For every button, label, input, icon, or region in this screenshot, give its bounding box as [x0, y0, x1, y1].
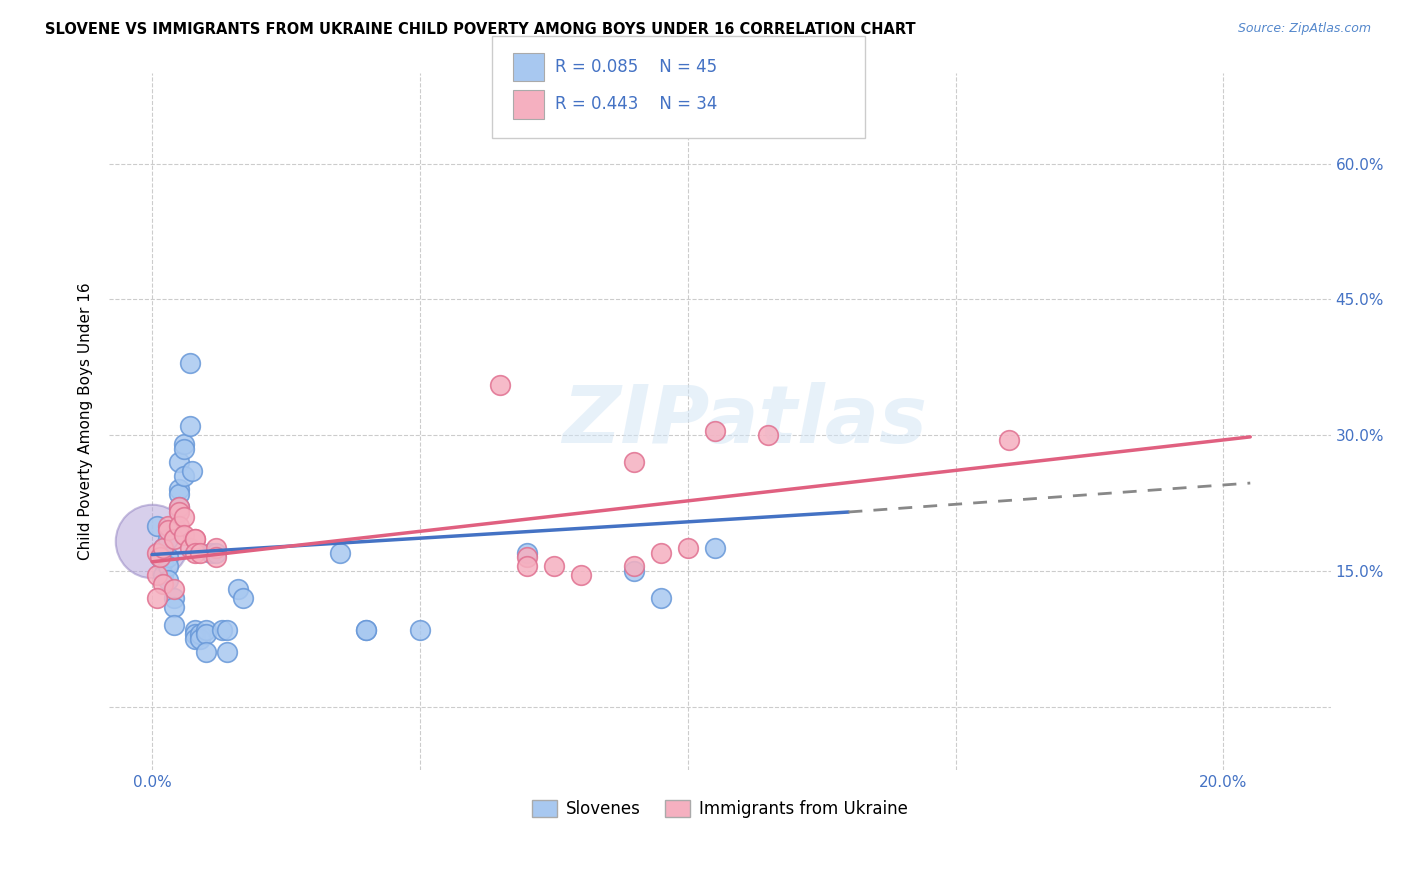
Point: [200, 546, 222, 560]
Point: [157, 573, 180, 587]
Point: [167, 500, 190, 515]
Point: [167, 483, 190, 497]
Point: [167, 500, 190, 515]
Point: [409, 623, 432, 637]
Point: [162, 618, 184, 632]
Point: [232, 591, 254, 605]
Point: [146, 591, 169, 605]
Point: [184, 627, 207, 641]
Point: [167, 487, 190, 501]
Point: [756, 428, 779, 442]
Point: [650, 591, 672, 605]
Point: [623, 559, 645, 574]
Point: [194, 623, 217, 637]
Point: [162, 600, 184, 615]
Point: [173, 527, 195, 541]
Point: [703, 424, 725, 438]
Point: [543, 559, 565, 574]
Point: [181, 464, 204, 478]
Point: [152, 577, 174, 591]
Point: [217, 645, 239, 659]
Point: [162, 532, 184, 546]
Point: [205, 546, 228, 560]
Point: [623, 564, 645, 578]
Point: [188, 627, 211, 641]
Point: [173, 468, 195, 483]
Point: [146, 518, 169, 533]
Point: [489, 378, 512, 392]
Point: [516, 550, 538, 565]
Point: [149, 550, 172, 565]
Point: [703, 541, 725, 556]
Point: [152, 555, 174, 569]
Legend: Slovenes, Immigrants from Ukraine: Slovenes, Immigrants from Ukraine: [526, 793, 914, 824]
Point: [173, 437, 195, 451]
Point: [152, 541, 174, 556]
Point: [194, 627, 217, 641]
Point: [157, 532, 180, 546]
Point: [516, 559, 538, 574]
Point: [173, 509, 195, 524]
Point: [173, 442, 195, 456]
Point: [141, 533, 163, 548]
Text: ZIPatlas: ZIPatlas: [562, 383, 927, 460]
Point: [152, 568, 174, 582]
Point: [162, 591, 184, 605]
Point: [226, 582, 249, 596]
Text: SLOVENE VS IMMIGRANTS FROM UKRAINE CHILD POVERTY AMONG BOYS UNDER 16 CORRELATION: SLOVENE VS IMMIGRANTS FROM UKRAINE CHILD…: [45, 22, 915, 37]
Point: [167, 518, 190, 533]
Point: [329, 546, 352, 560]
Point: [162, 582, 184, 596]
Text: R = 0.085    N = 45: R = 0.085 N = 45: [555, 58, 717, 76]
Point: [167, 505, 190, 519]
Point: [194, 645, 217, 659]
Text: Source: ZipAtlas.com: Source: ZipAtlas.com: [1237, 22, 1371, 36]
Point: [157, 559, 180, 574]
Point: [184, 546, 207, 560]
Point: [152, 541, 174, 556]
Point: [184, 532, 207, 546]
Point: [179, 541, 201, 556]
Point: [149, 550, 172, 565]
Point: [217, 623, 239, 637]
Point: [650, 546, 672, 560]
Point: [569, 568, 592, 582]
Point: [516, 546, 538, 560]
Point: [205, 550, 228, 565]
Point: [623, 455, 645, 469]
Point: [184, 623, 207, 637]
Point: [205, 541, 228, 556]
Point: [356, 623, 378, 637]
Point: [211, 623, 233, 637]
Point: [356, 623, 378, 637]
Point: [157, 518, 180, 533]
Point: [146, 568, 169, 582]
Point: [146, 546, 169, 560]
Point: [179, 356, 201, 370]
Point: [157, 550, 180, 565]
Point: [184, 632, 207, 646]
Y-axis label: Child Poverty Among Boys Under 16: Child Poverty Among Boys Under 16: [79, 283, 93, 560]
Point: [188, 632, 211, 646]
Point: [179, 419, 201, 434]
Point: [188, 546, 211, 560]
Point: [167, 455, 190, 469]
Text: R = 0.443    N = 34: R = 0.443 N = 34: [555, 95, 717, 113]
Point: [157, 523, 180, 537]
Point: [998, 433, 1021, 447]
Point: [676, 541, 699, 556]
Point: [184, 532, 207, 546]
